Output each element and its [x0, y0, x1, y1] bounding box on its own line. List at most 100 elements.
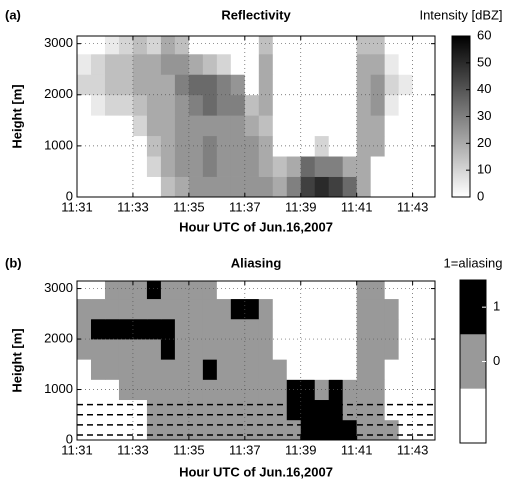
heatmap-cell	[370, 359, 386, 380]
heatmap-cell	[258, 36, 274, 55]
heatmap-cell	[216, 359, 232, 380]
heatmap-cell	[342, 399, 358, 421]
heatmap-cell	[104, 36, 120, 55]
heatmap-cell	[118, 94, 134, 116]
heatmap-cell	[244, 379, 260, 401]
heatmap-cell	[118, 298, 134, 320]
heatmap-cell	[132, 176, 148, 197]
x-tick-label: 11:43	[397, 442, 429, 457]
heatmap-cell	[286, 419, 302, 440]
heatmap-cell	[314, 74, 330, 96]
heatmap-cell	[426, 176, 435, 197]
heatmap-cell	[118, 379, 134, 401]
heatmap-cell	[370, 399, 386, 421]
heatmap-cell	[202, 135, 218, 157]
heatmap-cell	[342, 156, 358, 177]
heatmap-cell	[188, 359, 204, 380]
heatmap-cell	[412, 74, 428, 96]
heatmap-cell	[272, 281, 288, 300]
heatmap-cell	[286, 94, 302, 116]
heatmap-cell	[300, 399, 316, 421]
colorbar-label: 1=aliasing	[444, 255, 503, 270]
heatmap-cell	[230, 339, 246, 360]
heatmap-cell	[384, 419, 400, 440]
heatmap-cell	[384, 115, 400, 137]
heatmap-cell	[384, 156, 400, 177]
colorbar-tick-label: 10	[477, 162, 491, 177]
heatmap-cell	[286, 156, 302, 177]
heatmap-cell	[104, 156, 120, 177]
heatmap-cell	[132, 281, 148, 300]
heatmap-cell	[104, 94, 120, 116]
heatmap-cell	[258, 115, 274, 137]
heatmap-cell	[216, 419, 232, 440]
heatmap-cell	[258, 94, 274, 116]
heatmap-cell	[300, 339, 316, 360]
heatmap-cell	[370, 298, 386, 320]
heatmap-cell	[384, 281, 400, 300]
heatmap-cell	[412, 339, 428, 360]
heatmap-cell	[104, 176, 120, 197]
heatmap-cell	[146, 156, 162, 177]
heatmap-cell	[342, 419, 358, 440]
x-tick-label: 11:39	[285, 442, 317, 457]
heatmap-cell	[188, 74, 204, 96]
heatmap-cell	[426, 379, 435, 401]
heatmap-cell	[202, 74, 218, 96]
y-tick-label: 0	[66, 431, 73, 446]
x-tick-label: 11:31	[61, 442, 93, 457]
heatmap-cell	[146, 379, 162, 401]
heatmap-cell	[398, 359, 414, 380]
heatmap-cell	[160, 74, 176, 96]
heatmap-cell	[300, 74, 316, 96]
heatmap-cell	[426, 115, 435, 137]
heatmap-cell	[370, 281, 386, 300]
heatmap-cell	[174, 399, 190, 421]
colorbar-band	[460, 388, 486, 443]
x-tick-label: 11:41	[341, 199, 373, 214]
heatmap-cell	[370, 94, 386, 116]
y-tick-label: 1000	[44, 137, 73, 152]
heatmap-cell	[342, 176, 358, 197]
heatmap-cell	[244, 36, 260, 55]
heatmap-cell	[258, 359, 274, 380]
x-tick-label: 11:37	[229, 442, 261, 457]
heatmap-cell	[90, 36, 106, 55]
heatmap-cell	[188, 156, 204, 177]
heatmap-cell	[118, 135, 134, 157]
heatmap-cell	[188, 318, 204, 340]
heatmap-cell	[412, 379, 428, 401]
colorbar-tick-label: 20	[477, 135, 491, 150]
heatmap-cell	[356, 115, 372, 137]
heatmap-cell	[174, 318, 190, 340]
heatmap-cell	[160, 399, 176, 421]
heatmap-cell	[90, 339, 106, 360]
heatmap-cell	[90, 359, 106, 380]
heatmap-cell	[90, 135, 106, 157]
x-tick-label: 11:35	[173, 199, 205, 214]
heatmap-cell	[244, 135, 260, 157]
x-tick-label: 11:31	[61, 199, 93, 214]
heatmap-cell	[314, 339, 330, 360]
heatmap-cell	[300, 298, 316, 320]
y-tick-label: 0	[66, 188, 73, 203]
heatmap-cell	[146, 419, 162, 440]
heatmap-cell	[132, 359, 148, 380]
colorbar	[452, 36, 470, 197]
heatmap-cell	[216, 36, 232, 55]
heatmap-cell	[300, 281, 316, 300]
heatmap-cell	[300, 115, 316, 137]
colorbar-tick-label: 0	[477, 188, 484, 203]
heatmap-cell	[356, 156, 372, 177]
heatmap-cell	[174, 36, 190, 55]
heatmap-cell	[216, 94, 232, 116]
heatmap-cell	[272, 176, 288, 197]
heatmap-cell	[412, 399, 428, 421]
heatmap-cell	[272, 94, 288, 116]
heatmap-cell	[286, 298, 302, 320]
x-tick-label: 11:33	[117, 199, 149, 214]
heatmap-cell	[244, 156, 260, 177]
heatmap-cell	[286, 115, 302, 137]
heatmap-cell	[398, 74, 414, 96]
heatmap-cell	[412, 281, 428, 300]
